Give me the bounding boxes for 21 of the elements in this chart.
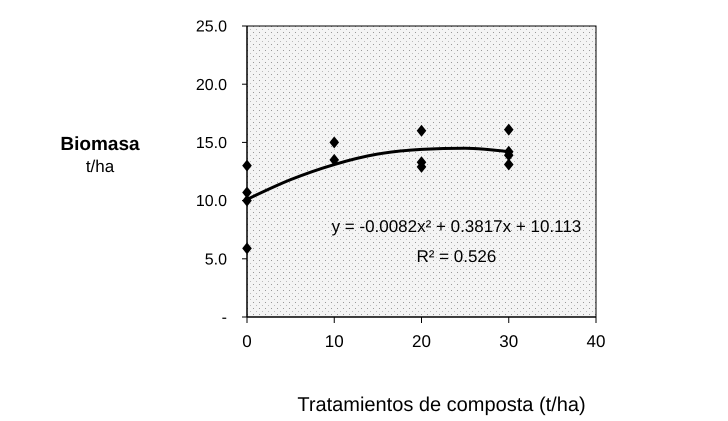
x-axis-title: Tratamientos de composta (t/ha) — [297, 394, 586, 416]
y-tick-label: 15.0 — [196, 135, 228, 152]
annotation: y = -0.0082x² + 0.3817x + 10.113 — [332, 217, 582, 236]
annotation: R² = 0.526 — [416, 247, 496, 266]
y-tick-label: 25.0 — [196, 18, 228, 36]
x-tick-label: 10 — [324, 332, 344, 351]
x-tick-label: 40 — [586, 332, 606, 351]
y-tick-label: 20.0 — [196, 76, 228, 94]
point — [242, 160, 252, 172]
point — [416, 124, 426, 137]
x-tick-label: 0 — [242, 332, 252, 351]
x-tick-label: 20 — [412, 332, 431, 351]
x-tick-label: 30 — [499, 332, 518, 351]
y-axis-title: Biomasa t/ha — [60, 134, 140, 176]
point — [329, 136, 340, 148]
y-tick-label: 5.0 — [204, 251, 228, 268]
point — [242, 242, 252, 254]
point — [504, 158, 514, 171]
point — [504, 124, 514, 136]
y-tick-label: - — [222, 310, 227, 327]
y-tick-label: 10.0 — [196, 193, 228, 210]
